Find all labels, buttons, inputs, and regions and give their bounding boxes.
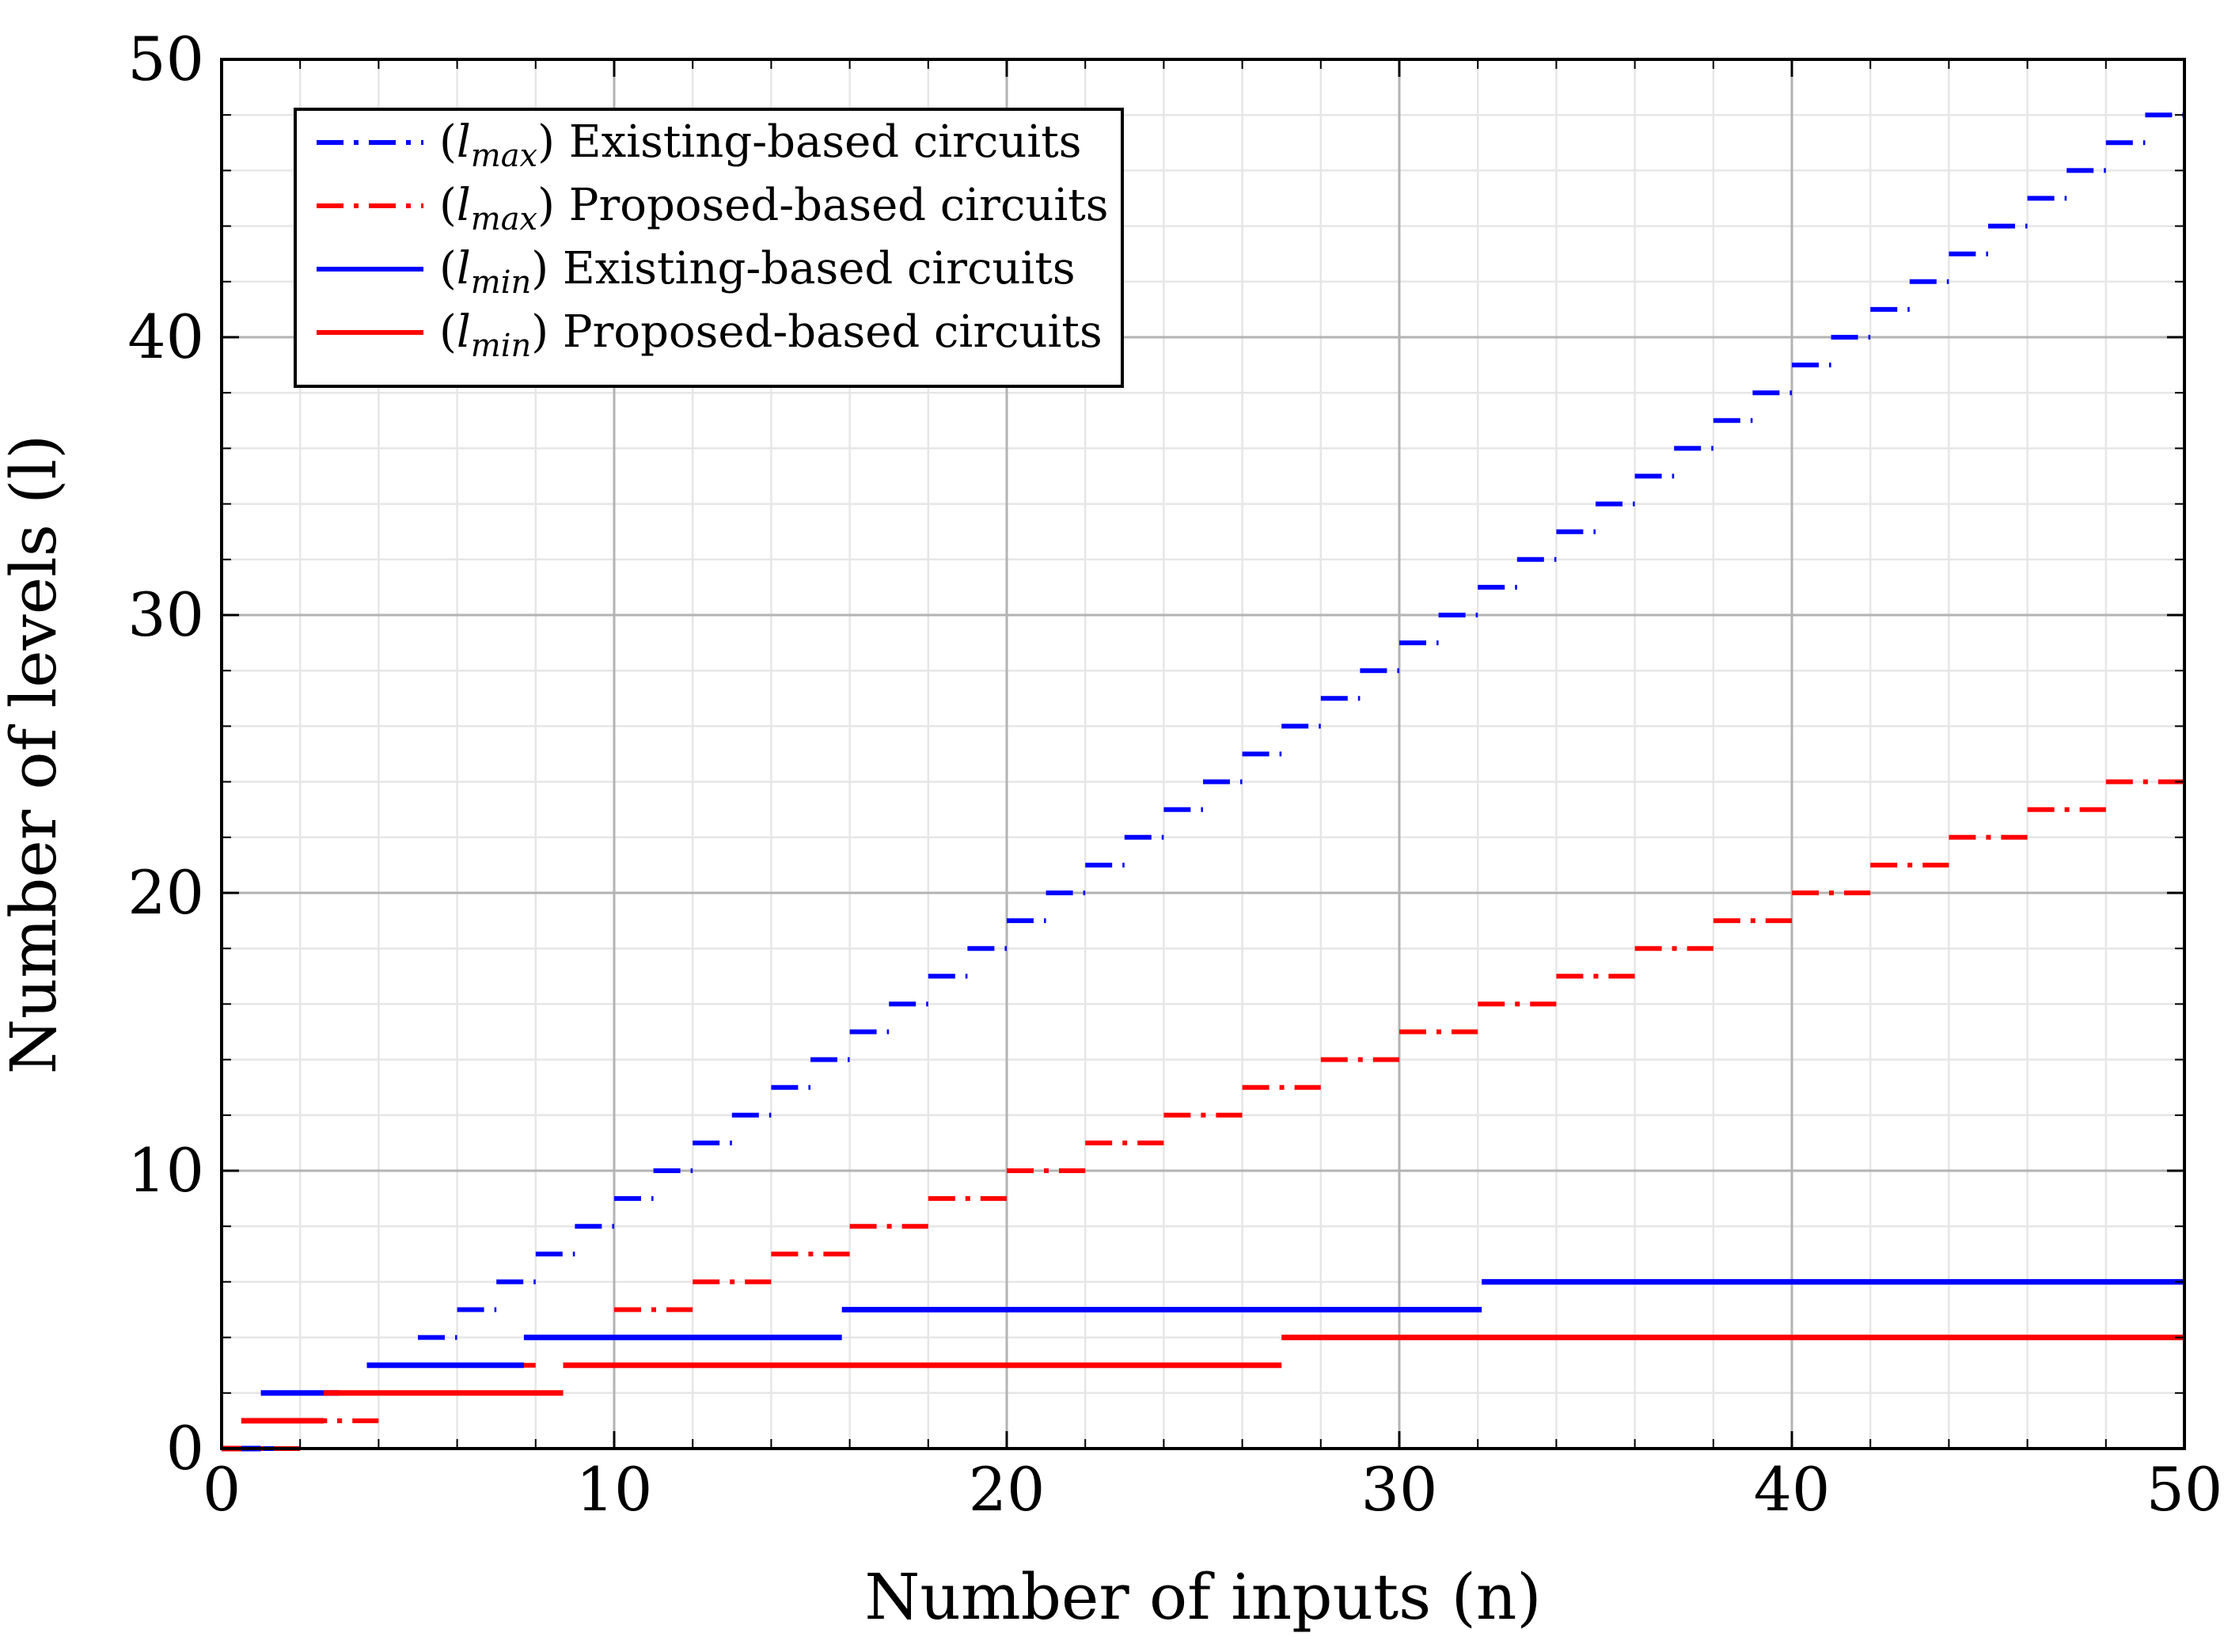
x-tick-label: 30	[1361, 1454, 1438, 1525]
y-tick-label: 30	[127, 579, 204, 650]
legend-label-lmax-existing: (lmax) Existing-based circuits	[439, 116, 1082, 174]
x-tick-label: 20	[969, 1454, 1046, 1525]
series-layer	[222, 112, 2184, 1452]
y-tick-label: 10	[127, 1135, 204, 1206]
legend-entry-lmin-proposed: (lmin) Proposed-based circuits	[317, 306, 1103, 364]
legend: (lmax) Existing-based circuits (lmax) Pro…	[294, 108, 1124, 388]
x-tick-label: 10	[576, 1454, 653, 1525]
series-lmax-existing	[260, 112, 2184, 1451]
legend-box	[294, 108, 1124, 388]
legend-entry-lmax-proposed: (lmax) Proposed-based circuits	[317, 180, 1109, 237]
y-axis-title: Number of levels (l)	[0, 435, 70, 1074]
y-tick-label: 20	[127, 857, 204, 928]
plot-frame	[220, 58, 2186, 1450]
x-axis-title: Number of inputs (n)	[864, 1560, 1541, 1634]
y-tick-label: 50	[127, 24, 204, 94]
series-lmin-existing	[222, 1278, 2184, 1452]
legend-label-lmax-proposed: (lmax) Proposed-based circuits	[439, 180, 1109, 237]
tick-labels: 0 10 20 30 40 50 0 10 20 30 40 50	[127, 24, 2222, 1525]
legend-entry-lmin-existing: (lmin) Existing-based circuits	[317, 243, 1076, 301]
y-tick-label: 0	[166, 1413, 204, 1483]
x-tick-label: 0	[203, 1454, 241, 1525]
y-tick-label: 40	[127, 302, 204, 372]
x-tick-label: 50	[2146, 1454, 2223, 1525]
series-lmin-proposed	[222, 1335, 2184, 1452]
x-tick-label: 40	[1754, 1454, 1831, 1525]
legend-label-lmin-existing: (lmin) Existing-based circuits	[439, 243, 1076, 301]
legend-entry-lmax-existing: (lmax) Existing-based circuits	[317, 116, 1082, 174]
legend-label-lmin-proposed: (lmin) Proposed-based circuits	[439, 306, 1103, 364]
